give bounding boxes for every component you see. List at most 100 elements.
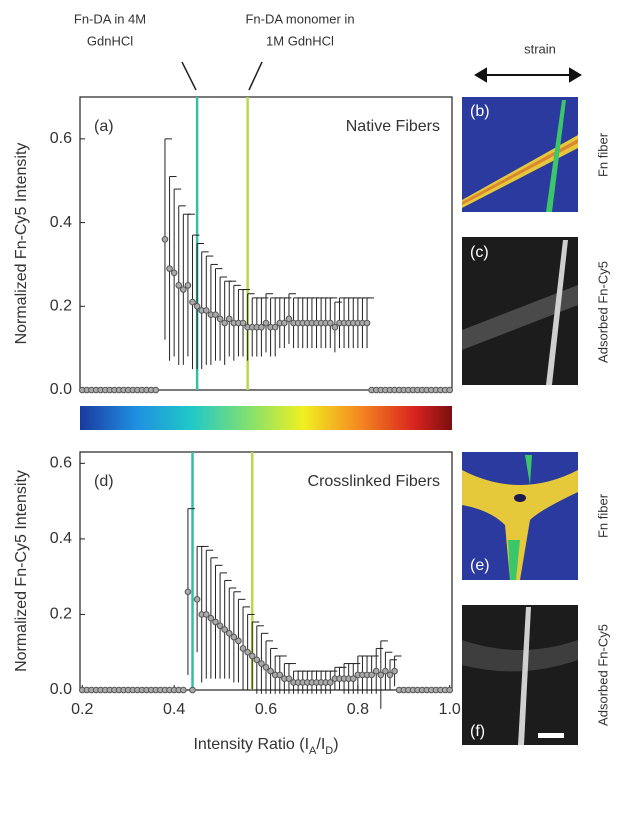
annotation: Fn-DA in 4M [74, 11, 146, 26]
x-axis-label-part: ) [333, 736, 338, 753]
data-point [326, 679, 334, 686]
data-point [216, 315, 224, 323]
data-point [239, 319, 247, 327]
data-point [258, 660, 265, 667]
x-tick-label: 0.8 [347, 701, 369, 718]
x-tick-label: 0.2 [71, 701, 93, 718]
data-point [180, 686, 187, 694]
annotation: Fn-DA monomer in [245, 11, 354, 26]
annotation: GdnHCl [87, 33, 133, 48]
data-point [189, 298, 196, 306]
data-point [184, 588, 192, 596]
panel-label: (d) [94, 473, 114, 490]
data-point [170, 269, 178, 277]
data-point [189, 686, 196, 694]
side-label: Fn fiber [595, 493, 610, 538]
data-point [271, 323, 279, 331]
data-point [212, 618, 219, 626]
data-point [202, 611, 210, 618]
y-tick-label: 0.2 [50, 298, 72, 315]
y-tick-label: 0.4 [50, 530, 72, 547]
data-point [225, 630, 233, 637]
data-point [349, 675, 357, 682]
panel-label: (a) [94, 118, 114, 135]
leader-line [181, 61, 197, 91]
data-point [175, 282, 183, 289]
data-point [267, 667, 274, 675]
data-point [216, 622, 224, 630]
x-axis-label-part: /I [316, 736, 325, 753]
data-point [446, 386, 454, 394]
color-bar [80, 406, 452, 430]
data-point [207, 614, 215, 622]
data-point [221, 319, 228, 327]
plot-frame [79, 96, 453, 391]
data-point [225, 315, 233, 323]
data-point [326, 319, 334, 327]
data-point [382, 667, 389, 675]
data-point [193, 302, 201, 310]
data-point [193, 596, 201, 603]
data-point [285, 675, 293, 682]
data-point [258, 323, 265, 331]
chart-title: Native Fibers [346, 118, 440, 135]
data-point [166, 265, 173, 272]
data-point [391, 667, 398, 675]
data-point [184, 282, 192, 289]
annotation: 1M GdnHCl [266, 33, 334, 48]
image-panel: (c) [462, 237, 578, 385]
data-point [253, 656, 261, 664]
x-tick-label: 0.4 [163, 701, 185, 718]
panel-label: (b) [470, 103, 490, 120]
y-tick-label: 0.6 [50, 130, 72, 147]
data-point [262, 319, 270, 327]
panel-label: (c) [470, 244, 489, 261]
data-point [285, 315, 293, 323]
y-tick-label: 0.6 [50, 455, 72, 472]
data-point [368, 671, 375, 679]
panel-label: (e) [470, 557, 490, 574]
data-point [161, 236, 169, 243]
side-label: Adsorbed Fn-Cy5 [595, 624, 610, 726]
data-point [152, 386, 160, 394]
data-point [239, 645, 247, 652]
y-axis-label: Normalized Fn-Cy5 Intensity [13, 470, 30, 672]
image-panel: (e) [462, 452, 578, 580]
y-tick-label: 0.0 [50, 681, 72, 698]
data-point [386, 671, 394, 679]
data-point [331, 323, 339, 331]
x-axis-label-part: A [309, 745, 317, 757]
y-axis-label: Normalized Fn-Cy5 Intensity [13, 143, 30, 345]
data-point [363, 319, 371, 327]
y-tick-label: 0.0 [50, 381, 72, 398]
strain-label: strain [524, 41, 556, 56]
x-tick-label: 0.6 [255, 701, 277, 718]
data-point [230, 633, 238, 641]
x-axis-label-part: D [325, 745, 333, 757]
data-point [446, 686, 454, 694]
leader-line [248, 61, 263, 91]
data-point [235, 637, 242, 645]
data-point [180, 286, 187, 293]
data-point [377, 671, 385, 679]
y-tick-label: 0.4 [50, 214, 72, 231]
y-tick-label: 0.2 [50, 606, 72, 623]
data-point [372, 667, 380, 675]
data-point [276, 671, 284, 679]
chart-title: Crosslinked Fibers [308, 473, 440, 490]
data-point [221, 626, 228, 633]
x-axis-label: Intensity Ratio (IA/ID) [193, 736, 338, 757]
data-point [244, 648, 251, 656]
data-point [281, 319, 288, 327]
data-point [202, 307, 210, 314]
x-axis-label-part: Intensity Ratio (I [193, 736, 309, 753]
data-point [212, 311, 219, 318]
strain-arrow [474, 67, 582, 83]
side-label: Adsorbed Fn-Cy5 [595, 261, 610, 363]
side-label: Fn fiber [595, 132, 610, 177]
image-panel: (b) [462, 97, 578, 212]
data-point [262, 664, 270, 671]
image-panel: (f) [462, 605, 578, 745]
x-tick-label: 1.0 [439, 701, 461, 718]
